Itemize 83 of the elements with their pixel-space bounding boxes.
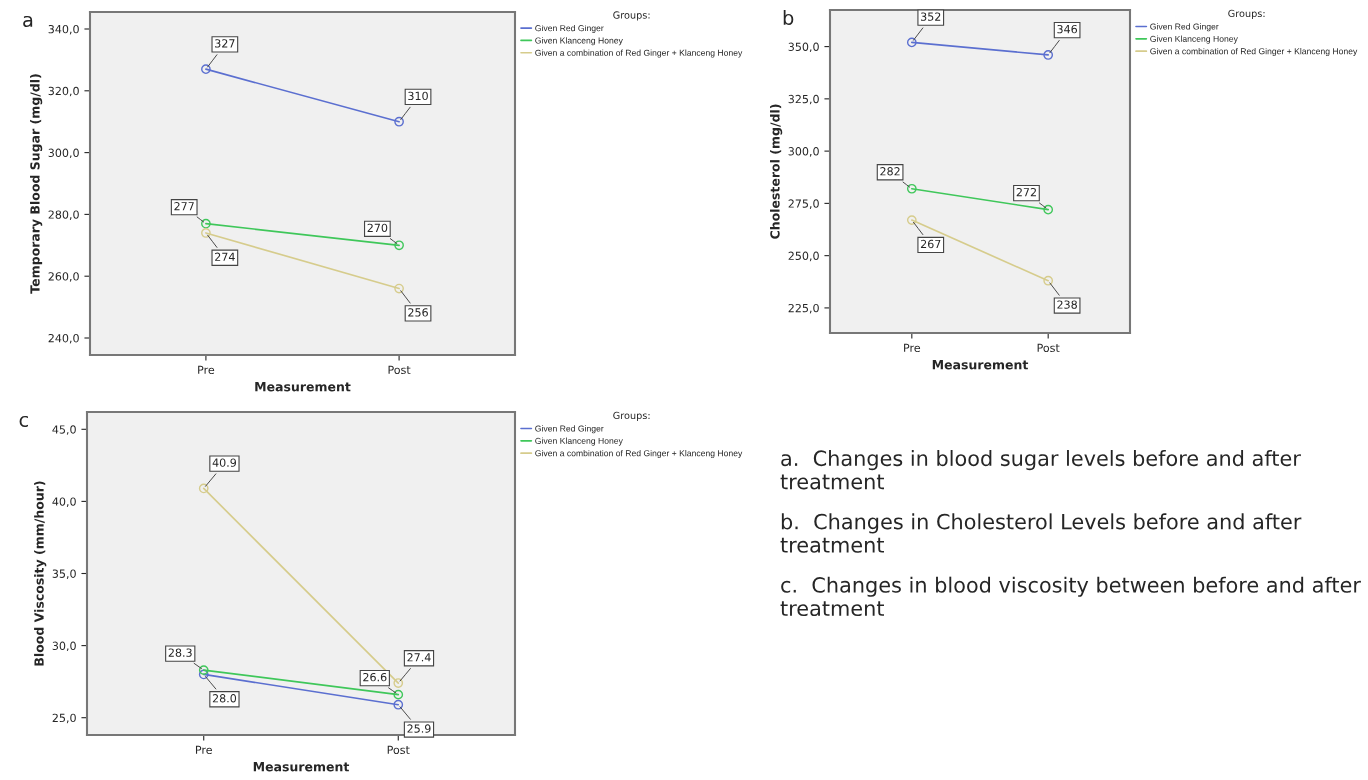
legend-label: Given Klanceng Honey	[1150, 35, 1238, 44]
point	[394, 283, 404, 294]
point	[198, 669, 209, 680]
y-tick-label: 340,0	[48, 24, 79, 35]
point	[201, 218, 211, 229]
y-axis-title: Temporary Blood Sugar (mg/dl)	[30, 74, 43, 294]
x-axis-title: Measurement	[253, 762, 350, 772]
data-label: 352	[921, 12, 941, 21]
y-axis-title: Blood Viscosity (mm/hour)	[34, 481, 47, 666]
y-tick-label: 45,0	[52, 425, 76, 435]
text: b. Changes in Cholesterol Levels before and after treatment	[780, 513, 1302, 553]
point	[201, 228, 211, 238]
data-label: 270	[367, 223, 388, 233]
legend-label: Given a combination of Red Ginger + Klanceng Honey	[535, 49, 743, 58]
x-tick-label: Pre	[198, 365, 215, 375]
legend-title: Groups:	[1228, 9, 1265, 19]
legend-label: Given a combination of Red Ginger + Klanceng Honey	[535, 449, 743, 458]
point	[1043, 275, 1054, 286]
text: a. Changes in blood sugar levels before and after treatment	[780, 450, 1301, 490]
data-label: 282	[880, 167, 900, 176]
data-label: 272	[1016, 187, 1036, 197]
data-label: 238	[1057, 300, 1077, 309]
text: c. Changes in blood viscosity between before and after treatment	[780, 576, 1361, 617]
y-tick-label: 320,0	[48, 86, 79, 97]
y-axis-title: Cholesterol (mg/dl)	[770, 104, 783, 239]
chart-title: c	[19, 415, 29, 428]
y-tick-label: 250,0	[788, 251, 819, 262]
legend-label: Given Klanceng Honey	[535, 37, 623, 46]
y-tick-label: 275,0	[788, 199, 819, 209]
legend-label: Given a combination of Red Ginger + Klanceng Honey	[1150, 47, 1358, 56]
point	[198, 483, 209, 494]
y-tick-label: 350,0	[788, 42, 819, 53]
point	[393, 699, 404, 710]
data-label: 28.3	[168, 648, 192, 657]
y-tick-label: 325,0	[788, 94, 819, 105]
x-tick-label: Post	[388, 365, 411, 375]
data-label: 277	[174, 202, 194, 211]
legend-label: Given Klanceng Honey	[535, 437, 623, 446]
point	[393, 678, 404, 688]
y-tick-label: 280,0	[48, 210, 79, 220]
y-tick-label: 260,0	[48, 272, 79, 282]
chart-title: a	[23, 15, 33, 28]
point	[1043, 204, 1054, 215]
legend-label: Given Red Ginger	[535, 24, 604, 33]
data-label: 327	[215, 39, 235, 48]
x-axis-title: Measurement	[932, 360, 1029, 370]
data-label: 25.9	[407, 724, 431, 733]
point	[198, 665, 209, 675]
point	[906, 183, 917, 194]
data-label: 256	[408, 308, 428, 317]
legend-title: Groups:	[613, 11, 650, 21]
data-label: 267	[920, 239, 941, 249]
chart-title: b	[783, 10, 794, 26]
y-tick-label: 240,0	[48, 333, 79, 344]
legend-label: Given Red Ginger	[1150, 23, 1219, 32]
y-tick-label: 30,0	[52, 641, 76, 652]
data-label: 310	[408, 91, 428, 101]
point	[394, 116, 404, 127]
point	[394, 240, 404, 251]
point	[906, 37, 917, 48]
data-label: 40.9	[212, 458, 237, 467]
y-tick-label: 300,0	[48, 148, 79, 159]
data-label: 346	[1057, 24, 1078, 34]
y-tick-label: 300,0	[788, 147, 819, 157]
x-tick-label: Pre	[195, 745, 212, 755]
data-label: 26.6	[363, 672, 387, 682]
x-tick-label: Post	[1037, 343, 1060, 353]
data-label: 274	[215, 252, 235, 261]
x-tick-label: Pre	[904, 343, 921, 353]
point	[201, 64, 211, 75]
y-tick-label: 25,0	[52, 713, 76, 724]
y-tick-label: 225,0	[788, 303, 819, 314]
data-label: 28.0	[212, 694, 237, 703]
point	[1043, 50, 1054, 60]
data-label: 27.4	[407, 653, 431, 662]
point	[906, 215, 917, 225]
y-tick-label: 40,0	[52, 497, 76, 507]
y-tick-label: 35,0	[52, 569, 76, 580]
point	[393, 689, 404, 700]
x-axis-title: Measurement	[255, 382, 351, 392]
x-tick-label: Post	[387, 745, 410, 755]
legend-label: Given Red Ginger	[535, 425, 604, 434]
legend-title: Groups:	[613, 411, 650, 421]
